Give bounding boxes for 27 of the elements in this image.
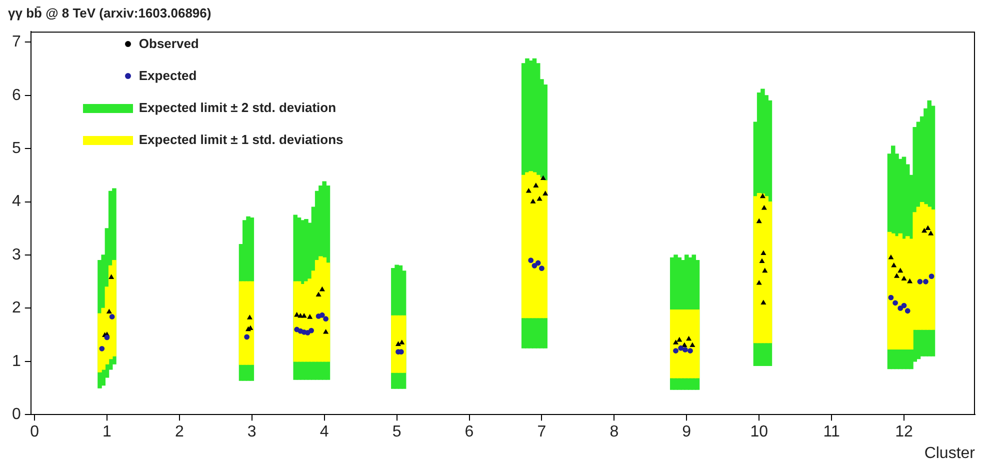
y-tick-label: 2 xyxy=(12,300,21,317)
legend-label: Expected limit ± 1 std. deviations xyxy=(138,132,344,148)
x-tick-label: 0 xyxy=(30,424,40,441)
x-tick-label: 12 xyxy=(895,424,913,441)
x-tick-label: 3 xyxy=(247,424,256,441)
y-tick-label: 7 xyxy=(12,34,21,51)
x-tick-label: 8 xyxy=(610,424,619,441)
y-tick-label: 1 xyxy=(12,352,21,370)
y-tick-label: 4 xyxy=(12,193,21,210)
x-tick-label: 7 xyxy=(537,424,546,441)
x-tick-label: 6 xyxy=(464,424,474,441)
x-tick-label: 9 xyxy=(682,424,692,441)
x-tick-label: 1 xyxy=(102,424,112,441)
y-tick-label: 6 xyxy=(12,86,21,104)
chart-title: γγ bb̄ @ 8 TeV (arxiv:1603.06896) xyxy=(8,5,212,20)
y-tick-label: 0 xyxy=(12,406,21,424)
legend-label: Observed xyxy=(138,36,199,52)
y-tick-label: 3 xyxy=(12,246,21,264)
x-tick-label: 11 xyxy=(823,424,840,441)
x-tick-label: 10 xyxy=(750,424,768,441)
x-tick-label: 4 xyxy=(320,424,329,441)
x-tick-label: 5 xyxy=(392,424,402,441)
legend-label: Expected limit ± 2 std. deviation xyxy=(138,100,336,116)
x-tick-label: 2 xyxy=(174,424,184,441)
y-tick-label: 5 xyxy=(12,140,21,158)
legend-label: Expected xyxy=(138,68,197,84)
x-axis-title: Cluster xyxy=(924,444,976,462)
